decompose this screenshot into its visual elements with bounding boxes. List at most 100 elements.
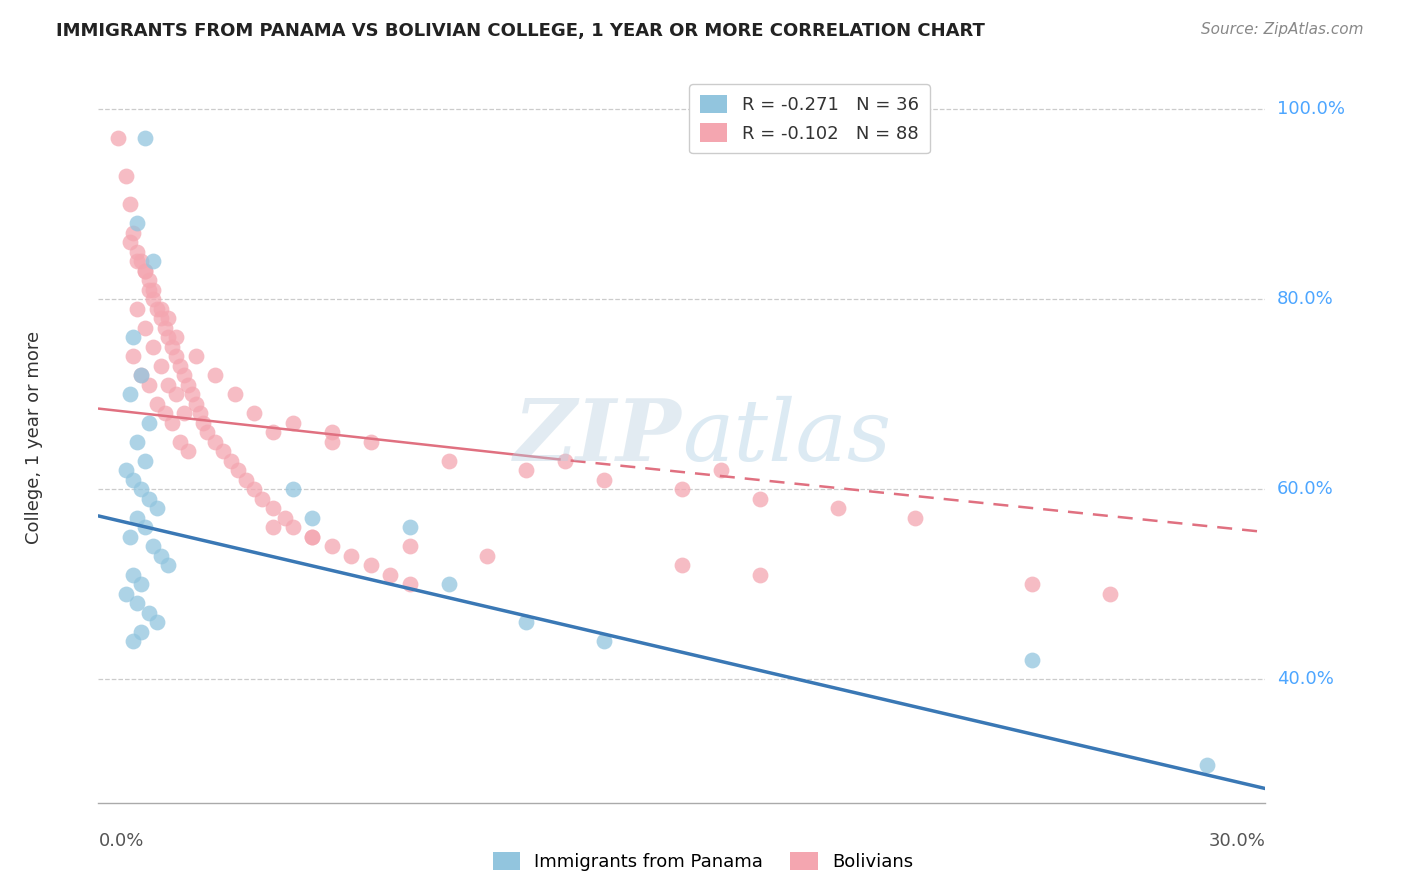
Point — [224, 387, 246, 401]
Text: 0.0%: 0.0% — [98, 832, 143, 850]
Point — [127, 511, 149, 525]
Point — [321, 425, 343, 440]
Point — [378, 567, 402, 582]
Point — [169, 359, 191, 373]
Point — [437, 454, 460, 468]
Point — [129, 483, 152, 497]
Point — [157, 558, 180, 573]
Point — [127, 301, 149, 316]
Point — [262, 425, 284, 440]
Point — [212, 444, 235, 458]
Point — [477, 549, 499, 563]
Point — [173, 368, 195, 383]
Text: 100.0%: 100.0% — [1277, 101, 1346, 119]
Point — [157, 311, 180, 326]
Point — [122, 330, 145, 344]
Point — [157, 330, 180, 344]
Point — [671, 558, 693, 573]
Point — [122, 349, 145, 363]
Point — [107, 131, 129, 145]
Point — [184, 349, 207, 363]
Point — [114, 463, 136, 477]
Point — [301, 530, 323, 544]
Text: 40.0%: 40.0% — [1277, 670, 1334, 689]
Legend: R = -0.271   N = 36, R = -0.102   N = 88: R = -0.271 N = 36, R = -0.102 N = 88 — [689, 84, 929, 153]
Point — [146, 615, 169, 630]
Text: Source: ZipAtlas.com: Source: ZipAtlas.com — [1201, 22, 1364, 37]
Point — [138, 416, 160, 430]
Point — [180, 387, 202, 401]
Point — [360, 434, 382, 449]
Point — [149, 549, 172, 563]
Point — [173, 406, 195, 420]
Point — [243, 483, 266, 497]
Point — [398, 539, 420, 553]
Point — [177, 444, 200, 458]
Point — [122, 567, 145, 582]
Point — [134, 264, 156, 278]
Point — [281, 520, 304, 534]
Point — [118, 235, 141, 250]
Point — [1021, 577, 1043, 591]
Point — [134, 520, 156, 534]
Point — [142, 539, 165, 553]
Point — [554, 454, 576, 468]
Point — [146, 501, 169, 516]
Text: 80.0%: 80.0% — [1277, 290, 1334, 309]
Point — [321, 434, 343, 449]
Point — [162, 416, 184, 430]
Point — [114, 169, 136, 183]
Text: 60.0%: 60.0% — [1277, 480, 1334, 499]
Point — [149, 311, 172, 326]
Point — [281, 416, 304, 430]
Point — [184, 397, 207, 411]
Legend: Immigrants from Panama, Bolivians: Immigrants from Panama, Bolivians — [485, 845, 921, 879]
Point — [118, 197, 141, 211]
Point — [127, 244, 149, 259]
Point — [398, 520, 420, 534]
Point — [748, 491, 770, 506]
Point — [193, 416, 215, 430]
Point — [134, 321, 156, 335]
Point — [138, 377, 160, 392]
Text: IMMIGRANTS FROM PANAMA VS BOLIVIAN COLLEGE, 1 YEAR OR MORE CORRELATION CHART: IMMIGRANTS FROM PANAMA VS BOLIVIAN COLLE… — [56, 22, 986, 40]
Point — [142, 293, 165, 307]
Point — [301, 530, 323, 544]
Point — [129, 368, 152, 383]
Point — [671, 483, 693, 497]
Point — [262, 520, 284, 534]
Point — [138, 273, 160, 287]
Point — [321, 539, 343, 553]
Point — [274, 511, 297, 525]
Point — [149, 359, 172, 373]
Point — [1098, 587, 1121, 601]
Point — [243, 406, 266, 420]
Point — [146, 397, 169, 411]
Point — [122, 473, 145, 487]
Point — [515, 615, 537, 630]
Point — [127, 596, 149, 610]
Point — [235, 473, 257, 487]
Point — [118, 387, 141, 401]
Point — [129, 577, 152, 591]
Point — [149, 301, 172, 316]
Text: College, 1 year or more: College, 1 year or more — [25, 331, 44, 543]
Point — [153, 321, 176, 335]
Point — [228, 463, 250, 477]
Point — [340, 549, 363, 563]
Point — [138, 283, 160, 297]
Text: 30.0%: 30.0% — [1209, 832, 1265, 850]
Point — [710, 463, 733, 477]
Point — [204, 368, 226, 383]
Point — [165, 387, 187, 401]
Point — [262, 501, 284, 516]
Point — [134, 131, 156, 145]
Point — [593, 473, 616, 487]
Point — [114, 587, 136, 601]
Point — [195, 425, 218, 440]
Point — [142, 254, 165, 268]
Point — [127, 216, 149, 230]
Point — [301, 511, 323, 525]
Point — [177, 377, 200, 392]
Point — [250, 491, 273, 506]
